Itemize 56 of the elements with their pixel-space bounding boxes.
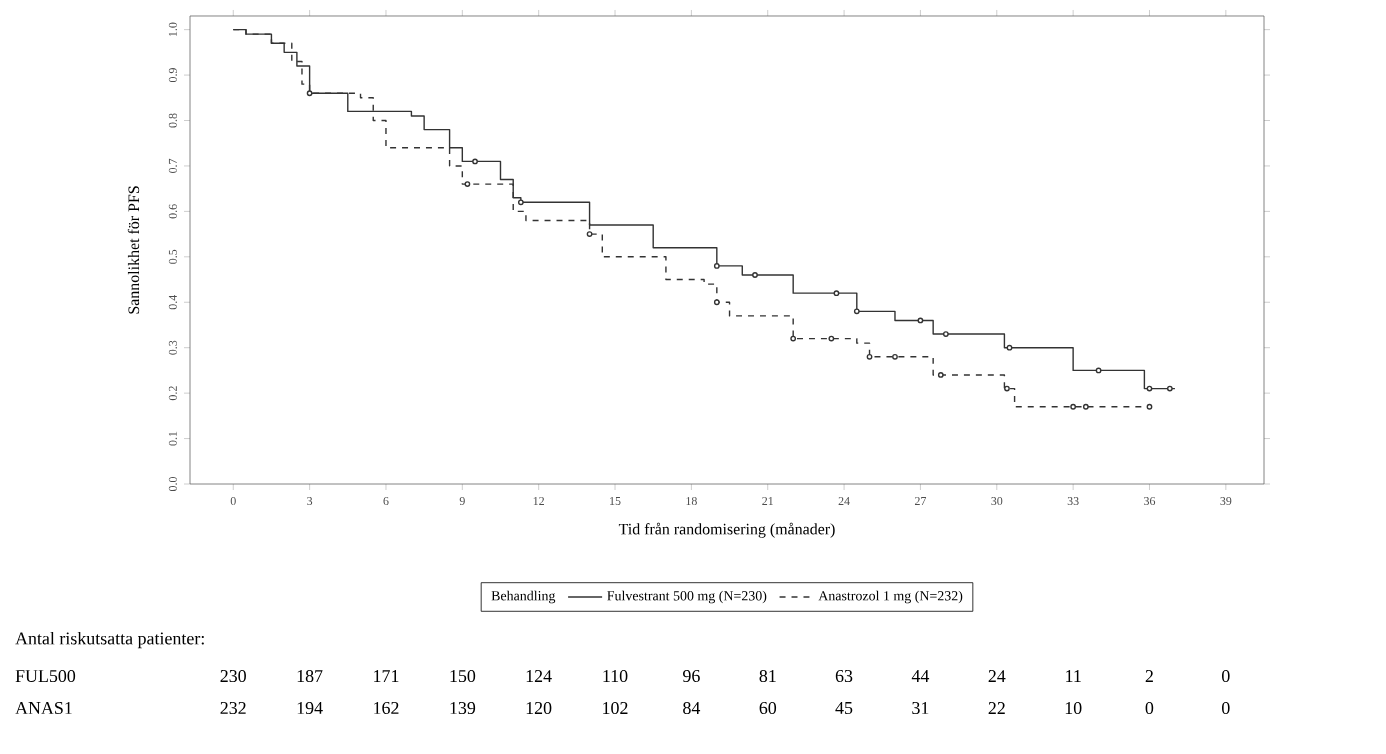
- point: [713, 263, 720, 269]
- point: [1004, 385, 1010, 392]
- text: 162: [374, 701, 399, 715]
- text: 110: [603, 669, 628, 683]
- text: 10: [1065, 701, 1082, 715]
- text: Antal riskutsatta patienter:: [15, 631, 204, 649]
- point: [942, 331, 949, 337]
- text: 63: [835, 669, 853, 683]
- text: 24: [988, 670, 1006, 682]
- point: [1082, 403, 1089, 410]
- point: [713, 299, 720, 306]
- text: 60: [759, 701, 777, 715]
- point: [833, 290, 840, 297]
- text: 31: [912, 701, 929, 715]
- point: [866, 353, 873, 360]
- text: 81: [759, 669, 776, 683]
- text: FUL500: [15, 669, 76, 683]
- point: [1070, 403, 1077, 410]
- point: [464, 181, 471, 188]
- point: [1146, 403, 1153, 410]
- text: 150: [450, 669, 476, 683]
- point: [306, 90, 313, 97]
- text: 124: [526, 670, 552, 682]
- point: [1146, 385, 1153, 392]
- point: [1166, 385, 1173, 392]
- text: 0: [1145, 701, 1154, 715]
- text: 0: [1222, 701, 1230, 715]
- text: 44: [911, 670, 930, 682]
- text: 84: [683, 701, 701, 715]
- point: [752, 272, 758, 278]
- text: 45: [835, 702, 853, 715]
- text: 96: [683, 669, 700, 683]
- point: [790, 335, 797, 342]
- point: [517, 199, 524, 206]
- point: [586, 231, 593, 237]
- point: [828, 335, 835, 342]
- text: 102: [603, 701, 628, 715]
- text: 11: [1066, 670, 1081, 682]
- text: 194: [297, 701, 323, 715]
- text: 0: [1222, 669, 1230, 683]
- text: 120: [526, 701, 552, 715]
- point: [892, 353, 898, 360]
- text: 230: [220, 669, 246, 683]
- point: [853, 308, 860, 315]
- text: ANAS1: [15, 701, 72, 715]
- point: [472, 158, 478, 165]
- point: [917, 317, 924, 324]
- text: 171: [374, 670, 399, 682]
- point: [1006, 344, 1013, 351]
- point: [937, 372, 944, 378]
- text: 139: [450, 701, 476, 715]
- text: 187: [297, 669, 323, 683]
- text: 22: [988, 702, 1005, 714]
- text: 232: [220, 701, 246, 715]
- point: [1095, 367, 1102, 374]
- text: 2: [1145, 670, 1153, 682]
